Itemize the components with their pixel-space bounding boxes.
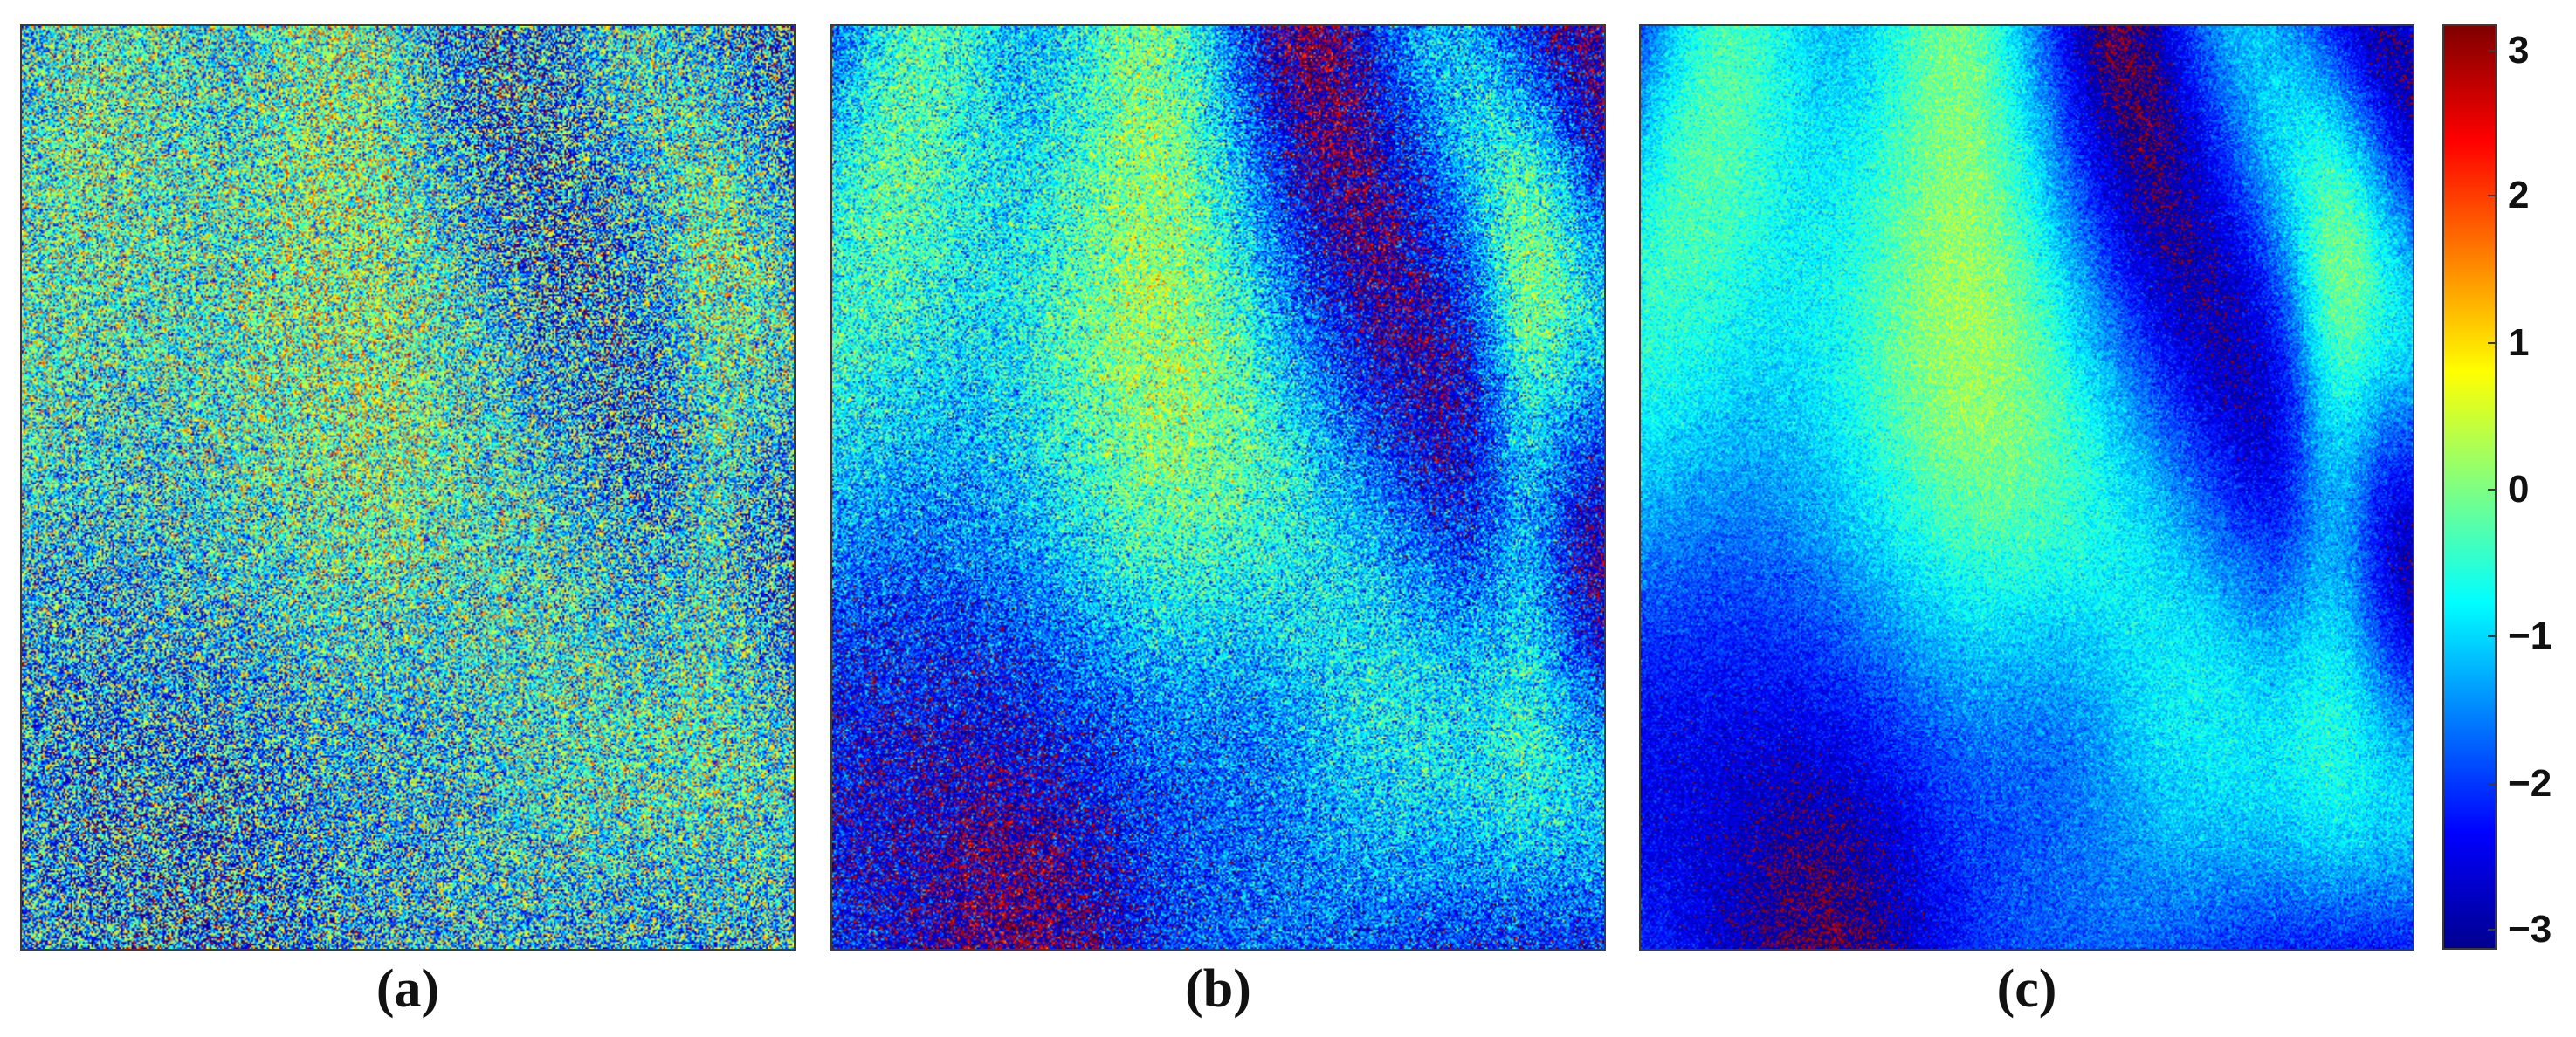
colorbar-tick-label-3: 3 [2508,29,2530,72]
colorbar-tick-0 [2488,489,2497,491]
phase-map-image-c [1641,26,2413,949]
colorbar-tick-label-2: 2 [2508,174,2530,216]
colorbar-tick-label-neg3: −3 [2508,908,2552,951]
colorbar-tick-label-0: 0 [2508,468,2530,511]
phase-map-panel-a [20,24,796,951]
colorbar-tick-3 [2488,50,2497,52]
panel-label-b: (b) [1185,959,1251,1019]
phase-map-panel-b [830,24,1606,951]
colorbar-tick-label-1: 1 [2508,321,2530,364]
phase-map-panel-c [1639,24,2414,951]
colorbar-tick-1 [2488,342,2497,344]
colorbar-tick-neg1 [2488,635,2497,637]
colorbar [2442,24,2497,950]
colorbar-tick-neg3 [2488,929,2497,931]
phase-map-image-b [832,26,1604,949]
panel-label-c: (c) [1996,959,2057,1019]
colorbar-tick-neg2 [2488,783,2497,785]
colorbar-tick-label-neg1: −1 [2508,615,2552,657]
panel-label-a: (a) [375,959,440,1019]
colorbar-tick-label-neg2: −2 [2508,762,2552,805]
colorbar-tick-2 [2488,195,2497,196]
phase-map-image-a [22,26,794,949]
